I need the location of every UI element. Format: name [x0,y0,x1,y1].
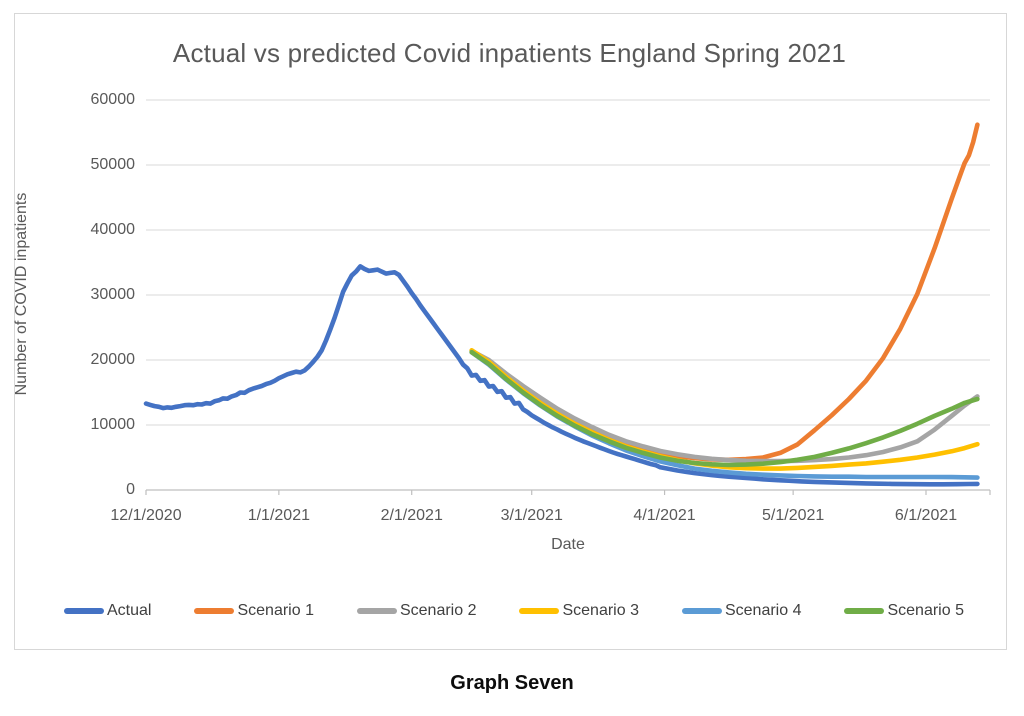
legend-swatch [194,608,235,614]
legend-item-scenario-2: Scenario 2 [356,602,477,620]
legend: Actual Scenario 1 Scenario 2 Scenario 3 Scen… [64,602,964,620]
x-tick-label: 3/1/2021 [500,507,563,524]
y-tick-label: 60000 [90,91,136,108]
legend-item-actual: Actual [64,602,151,620]
x-tick-label: 1/1/2021 [247,507,310,524]
legend-label: Scenario 4 [724,602,802,619]
legend-label: Scenario 5 [887,602,964,619]
x-axis-title: Date [551,536,585,553]
legend-label: Scenario 2 [399,602,477,619]
chart-title: Actual vs predicted Covid inpatients Eng… [172,38,847,68]
y-tick-label: 20000 [90,351,136,368]
y-tick-label: 30000 [90,286,136,303]
x-tick-label: 6/1/2021 [894,507,958,524]
y-axis-title: Number of COVID inpatients [13,192,30,396]
y-tick-label: 10000 [90,416,136,433]
legend-label: Scenario 1 [237,602,314,619]
legend-item-scenario-1: Scenario 1 [194,602,314,620]
legend-swatch [681,608,722,614]
legend-swatch [356,608,397,614]
legend-item-scenario-4: Scenario 4 [681,602,802,620]
figure-caption: Graph Seven [450,672,574,694]
y-tick-label: 0 [126,481,135,498]
x-tick-label: 12/1/2020 [110,507,182,524]
legend-item-scenario-5: Scenario 5 [844,602,964,620]
legend-swatch [64,608,104,614]
x-tick-label: 2/1/2021 [380,507,443,524]
legend-swatch [844,608,885,614]
x-tick-label: 4/1/2021 [633,507,696,524]
y-tick-label: 40000 [90,221,136,238]
legend-swatch [519,608,560,614]
legend-label: Scenario 3 [562,602,639,619]
x-tick-label: 5/1/2021 [762,507,825,524]
chart-container [14,13,1007,650]
legend-item-scenario-3: Scenario 3 [519,602,639,620]
y-tick-label: 50000 [90,156,136,173]
legend-label: Actual [107,602,152,619]
